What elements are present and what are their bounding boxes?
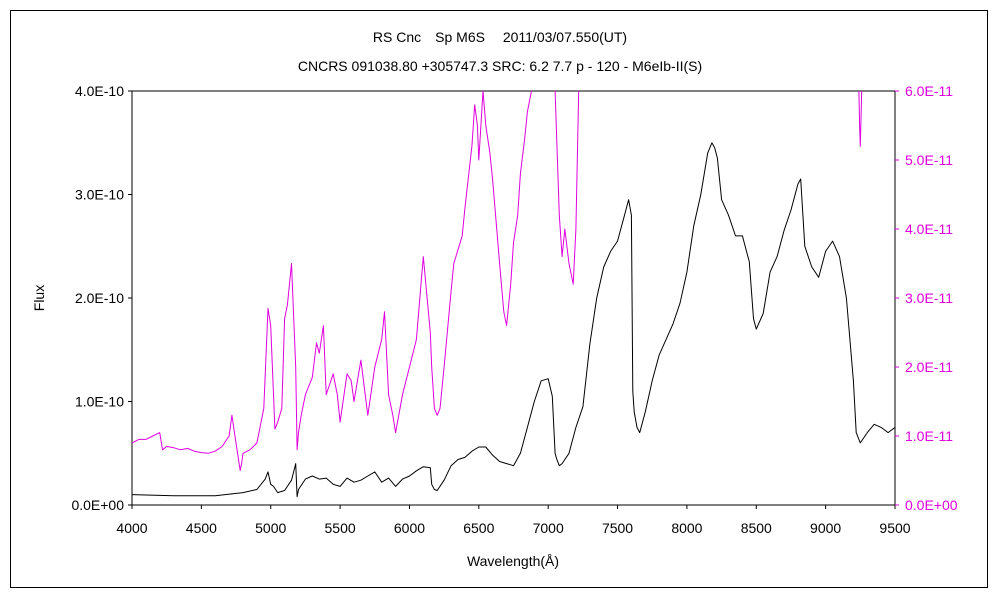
x-axis: 4000 4500 5000 5500 6000 6500 7000 7500 8000 8500… — [116, 505, 911, 536]
y-tick-label: 1.0E-10 — [75, 394, 124, 410]
y2-tick-label: 5.0E-11 — [905, 152, 953, 168]
y2-tick-label: 3.0E-11 — [905, 290, 953, 306]
plot-area — [131, 90, 896, 506]
y2-tick-label: 6.0E-11 — [905, 83, 953, 99]
y-axis-left: 0.0E+00 1.0E-10 2.0E-10 3.0E-10 4.0E-10 — [71, 83, 132, 513]
x-axis-label: Wavelength(Å) — [467, 553, 559, 569]
x-tick-label: 9500 — [879, 520, 910, 536]
x-tick-label: 8000 — [671, 520, 702, 536]
y-tick-label: 2.0E-10 — [75, 290, 124, 306]
series-line-1 — [132, 142, 895, 498]
x-tick-label: 8500 — [741, 520, 772, 536]
y2-tick-label: 4.0E-11 — [905, 221, 953, 237]
x-tick-label: 7000 — [533, 520, 564, 536]
y-axis-label: Flux — [31, 285, 47, 311]
series-line-3 — [858, 91, 863, 147]
x-tick-label: 6500 — [463, 520, 494, 536]
y-axis-right: 0.0E+00 1.0E-11 2.0E-11 3.0E-11 4.0E-11 5.0E-… — [895, 83, 958, 513]
chart-subtitle: CNCRS 091038.80 +305747.3 SRC: 6.2 7.7 p… — [298, 58, 702, 74]
x-tick-label: 4000 — [116, 520, 147, 536]
x-tick-label: 7500 — [602, 520, 633, 536]
y-tick-label: 3.0E-10 — [75, 187, 124, 203]
y-tick-label: 4.0E-10 — [75, 83, 124, 99]
y2-tick-label: 0.0E+00 — [905, 497, 958, 513]
y2-tick-label: 1.0E-11 — [905, 428, 953, 444]
x-tick-label: 6000 — [394, 520, 425, 536]
x-tick-label: 5000 — [255, 520, 286, 536]
series-line-2 — [132, 91, 580, 471]
series-layer — [132, 91, 895, 498]
x-tick-label: 9000 — [810, 520, 841, 536]
chart-frame — [10, 10, 988, 588]
y2-tick-label: 2.0E-11 — [905, 359, 953, 375]
y-tick-label: 0.0E+00 — [71, 497, 124, 513]
x-tick-label: 4500 — [186, 520, 217, 536]
chart-title: RS Cnc Sp M6S 2011/03/07.550(UT) — [373, 29, 627, 45]
x-tick-label: 5500 — [325, 520, 356, 536]
